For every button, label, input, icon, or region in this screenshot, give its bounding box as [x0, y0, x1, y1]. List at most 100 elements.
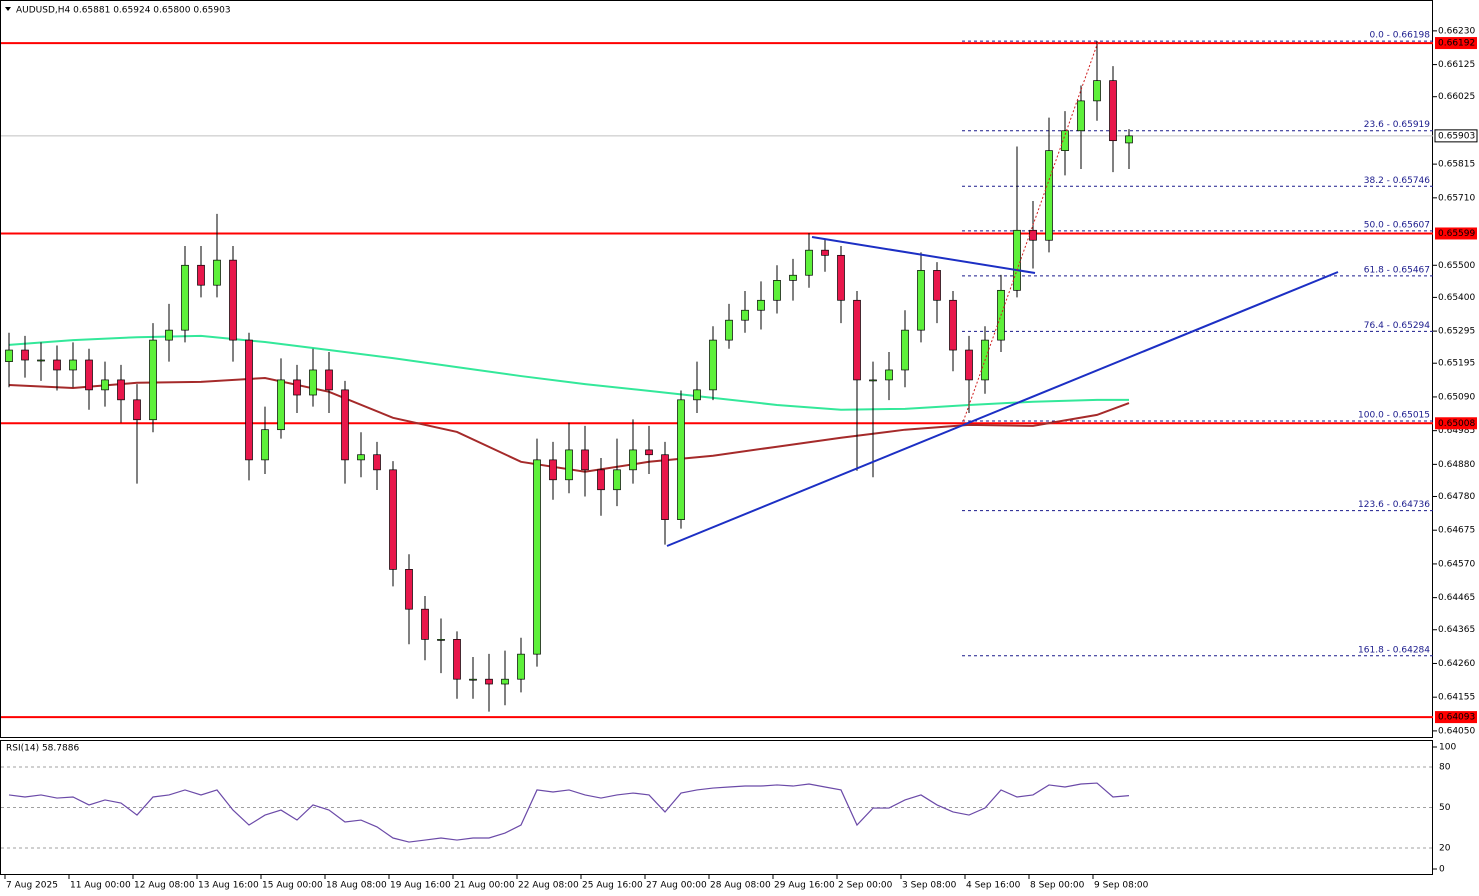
candle-body	[821, 249, 829, 256]
candle-body	[773, 280, 781, 301]
y-tick-label: 0.64260	[1438, 659, 1475, 669]
candle-body	[629, 449, 637, 471]
candle-body	[853, 299, 861, 381]
y-tick-label: 80	[1439, 763, 1451, 773]
y-tick-label: 0.66025	[1438, 92, 1475, 102]
candle-body	[581, 449, 589, 471]
candle-body	[901, 329, 909, 371]
y-tick-label: 0.64985	[1438, 426, 1475, 436]
candle-body	[693, 389, 701, 401]
level-box	[1435, 37, 1477, 50]
level-label: 0.65008	[1438, 419, 1475, 429]
x-tick-label: 19 Aug 16:00	[390, 881, 451, 891]
candle-body	[613, 469, 621, 491]
x-tick-label: 3 Sep 08:00	[902, 881, 957, 891]
trend-line	[666, 271, 1339, 547]
y-tick-label: 0.64365	[1438, 625, 1475, 635]
candle-body	[293, 379, 301, 396]
candle-body	[533, 459, 541, 655]
x-tick-label: 9 Sep 08:00	[1094, 881, 1149, 891]
candle-body	[517, 653, 525, 680]
y-tick-label: 0.65710	[1438, 193, 1475, 203]
y-tick-label: 20	[1439, 844, 1451, 854]
current-price-box	[1434, 129, 1478, 143]
candle-body	[53, 359, 61, 371]
chart-title: AUDUSD,H4 0.65881 0.65924 0.65800 0.6590…	[16, 6, 231, 16]
y-tick-label: 0.64880	[1438, 460, 1475, 470]
y-tick-label: 100	[1439, 743, 1456, 753]
fib-label: 161.8 - 0.64284	[1358, 645, 1430, 655]
y-tick-label: 0.65500	[1438, 261, 1475, 271]
x-tick-label: 13 Aug 16:00	[198, 881, 259, 891]
candle-body	[885, 369, 893, 381]
x-tick-label: 25 Aug 16:00	[582, 881, 643, 891]
x-tick-label: 8 Sep 00:00	[1030, 881, 1085, 891]
y-tick-label: 0.65400	[1438, 293, 1475, 303]
rsi-line	[8, 782, 1130, 843]
x-tick-label: 22 Aug 08:00	[518, 881, 579, 891]
y-tick-label: 0.64155	[1438, 693, 1475, 703]
candle-body	[933, 270, 941, 301]
x-tick-label: 18 Aug 08:00	[326, 881, 387, 891]
candle-body	[37, 359, 45, 362]
fib-label: 123.6 - 0.64736	[1358, 500, 1430, 510]
candle-body	[373, 454, 381, 471]
candle-body	[245, 339, 253, 461]
level-label: 0.64093	[1438, 713, 1475, 723]
candle-body	[1045, 150, 1053, 241]
candle-body	[469, 678, 477, 681]
candle-body	[21, 349, 29, 361]
y-tick-label: 0.64675	[1438, 526, 1475, 536]
y-tick-label: 50	[1439, 803, 1451, 813]
fib-label: 0.0 - 0.66198	[1370, 31, 1431, 41]
candle-body	[789, 274, 797, 281]
x-tick-label: 7 Aug 2025	[6, 881, 58, 891]
x-tick-label: 2 Sep 00:00	[838, 881, 893, 891]
y-tick-label: 0.66230	[1438, 26, 1475, 36]
candle-body	[85, 359, 93, 391]
candle-body	[917, 270, 925, 331]
candle-body	[69, 359, 77, 371]
fib-label: 76.4 - 0.65294	[1364, 321, 1430, 331]
candle-body	[133, 399, 141, 421]
fib-label: 50.0 - 0.65607	[1364, 220, 1430, 230]
x-tick-label: 11 Aug 00:00	[70, 881, 131, 891]
y-tick-label: 0.64780	[1438, 492, 1475, 502]
candle-body	[805, 249, 813, 276]
candle-body	[757, 299, 765, 311]
candle-body	[405, 569, 413, 610]
x-tick-label: 29 Aug 16:00	[774, 881, 835, 891]
candle-body	[453, 639, 461, 680]
candle-body	[1013, 229, 1021, 291]
candle-body	[5, 349, 13, 362]
x-tick-label: 21 Aug 00:00	[454, 881, 515, 891]
candle-body	[741, 309, 749, 321]
candle-body	[965, 349, 973, 381]
candle-body	[565, 449, 573, 481]
level-box	[1435, 711, 1477, 724]
x-tick-label: 27 Aug 00:00	[646, 881, 707, 891]
candle-body	[213, 259, 221, 286]
candle-body	[949, 299, 957, 351]
candle-body	[549, 459, 557, 481]
x-tick-label: 4 Sep 16:00	[966, 881, 1021, 891]
candle-body	[229, 259, 237, 341]
y-tick-label: 0.65090	[1438, 392, 1475, 402]
candle-body	[1077, 100, 1085, 132]
candle-body	[309, 369, 317, 396]
candle-body	[837, 254, 845, 301]
candle-body	[341, 389, 349, 461]
candle-body	[389, 469, 397, 570]
y-tick-label: 0.64570	[1438, 559, 1475, 569]
candle-body	[101, 379, 109, 391]
candle-body	[117, 379, 125, 401]
candle-body	[325, 369, 333, 391]
level-label: 0.66192	[1438, 39, 1475, 49]
candle-body	[197, 264, 205, 286]
candle-body	[725, 319, 733, 341]
candle-body	[1093, 80, 1101, 102]
candle-body	[597, 469, 605, 491]
y-tick-label: 0.65815	[1438, 160, 1475, 170]
